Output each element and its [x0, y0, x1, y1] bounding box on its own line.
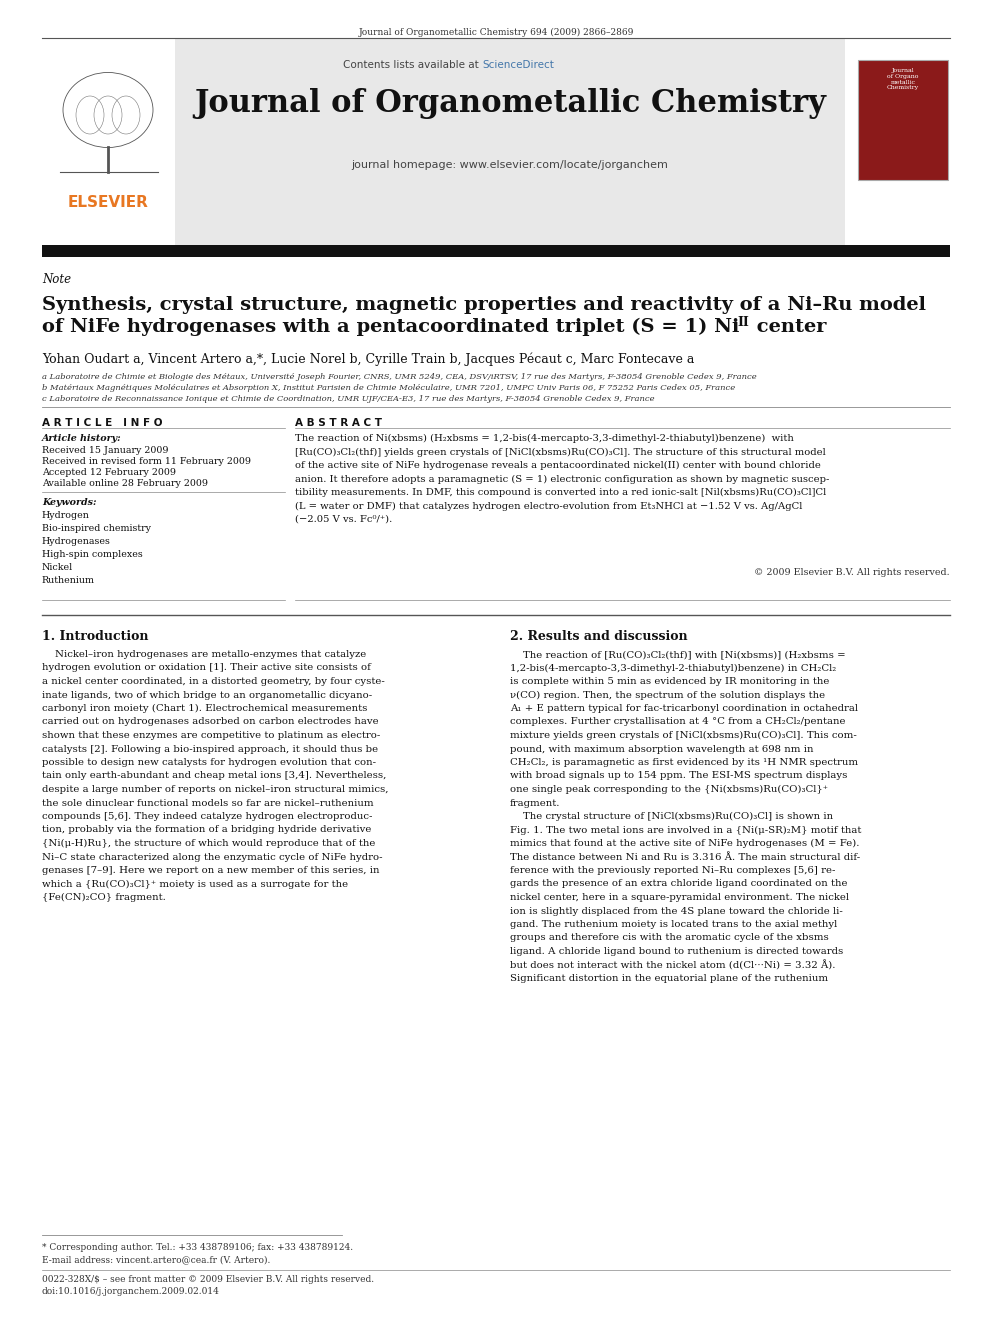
- Text: [Ru(CO)₃Cl₂(thf)] yields green crystals of [NiCl(xbsms)Ru(CO)₃Cl]. The structure: [Ru(CO)₃Cl₂(thf)] yields green crystals …: [295, 447, 825, 456]
- Text: 2. Results and discussion: 2. Results and discussion: [510, 630, 687, 643]
- Text: 1. Introduction: 1. Introduction: [42, 630, 149, 643]
- Text: Available online 28 February 2009: Available online 28 February 2009: [42, 479, 208, 488]
- Text: shown that these enzymes are competitive to platinum as electro-: shown that these enzymes are competitive…: [42, 732, 380, 740]
- Text: inate ligands, two of which bridge to an organometallic dicyano-: inate ligands, two of which bridge to an…: [42, 691, 372, 700]
- Text: groups and therefore cis with the aromatic cycle of the xbsms: groups and therefore cis with the aromat…: [510, 934, 828, 942]
- Text: ScienceDirect: ScienceDirect: [482, 60, 554, 70]
- Text: nickel center, here in a square-pyramidal environment. The nickel: nickel center, here in a square-pyramida…: [510, 893, 849, 902]
- Text: Significant distortion in the equatorial plane of the ruthenium: Significant distortion in the equatorial…: [510, 974, 828, 983]
- Text: despite a large number of reports on nickel–iron structural mimics,: despite a large number of reports on nic…: [42, 785, 389, 794]
- Text: 0022-328X/$ – see front matter © 2009 Elsevier B.V. All rights reserved.: 0022-328X/$ – see front matter © 2009 El…: [42, 1275, 374, 1285]
- Text: tain only earth-abundant and cheap metal ions [3,4]. Nevertheless,: tain only earth-abundant and cheap metal…: [42, 771, 386, 781]
- Text: Contents lists available at: Contents lists available at: [343, 60, 482, 70]
- Text: 1,2-bis(4-mercapto-3,3-dimethyl-2-thiabutyl)benzene) in CH₂Cl₂: 1,2-bis(4-mercapto-3,3-dimethyl-2-thiabu…: [510, 664, 836, 672]
- Text: compounds [5,6]. They indeed catalyze hydrogen electroproduc-: compounds [5,6]. They indeed catalyze hy…: [42, 812, 372, 822]
- Text: Bio-inspired chemistry: Bio-inspired chemistry: [42, 524, 151, 533]
- Text: pound, with maximum absorption wavelength at 698 nm in: pound, with maximum absorption wavelengt…: [510, 745, 813, 754]
- Text: is complete within 5 min as evidenced by IR monitoring in the: is complete within 5 min as evidenced by…: [510, 677, 829, 687]
- Text: carried out on hydrogenases adsorbed on carbon electrodes have: carried out on hydrogenases adsorbed on …: [42, 717, 379, 726]
- Text: possible to design new catalysts for hydrogen evolution that con-: possible to design new catalysts for hyd…: [42, 758, 376, 767]
- Text: Ruthenium: Ruthenium: [42, 576, 95, 585]
- Text: Note: Note: [42, 273, 71, 286]
- Text: The distance between Ni and Ru is 3.316 Å. The main structural dif-: The distance between Ni and Ru is 3.316 …: [510, 852, 860, 861]
- Text: complexes. Further crystallisation at 4 °C from a CH₂Cl₂/pentane: complexes. Further crystallisation at 4 …: [510, 717, 845, 726]
- Text: mimics that found at the active site of NiFe hydrogenases (M = Fe).: mimics that found at the active site of …: [510, 839, 859, 848]
- Text: Hydrogen: Hydrogen: [42, 511, 90, 520]
- Text: a Laboratoire de Chimie et Biologie des Métaux, Université Joseph Fourier, CNRS,: a Laboratoire de Chimie et Biologie des …: [42, 373, 757, 381]
- Text: Journal of Organometallic Chemistry 694 (2009) 2866–2869: Journal of Organometallic Chemistry 694 …: [358, 28, 634, 37]
- Text: one single peak corresponding to the {Ni(xbsms)Ru(CO)₃Cl}⁺: one single peak corresponding to the {Ni…: [510, 785, 828, 794]
- Text: catalysts [2]. Following a bio-inspired approach, it should thus be: catalysts [2]. Following a bio-inspired …: [42, 745, 378, 754]
- Bar: [42, 38, 175, 245]
- Text: of NiFe hydrogenases with a pentacoordinated triplet (S = 1) Ni: of NiFe hydrogenases with a pentacoordin…: [42, 318, 739, 336]
- Text: fragment.: fragment.: [510, 799, 560, 807]
- Text: Keywords:: Keywords:: [42, 497, 96, 507]
- Text: Received 15 January 2009: Received 15 January 2009: [42, 446, 169, 455]
- Text: © 2009 Elsevier B.V. All rights reserved.: © 2009 Elsevier B.V. All rights reserved…: [754, 568, 950, 577]
- Text: a nickel center coordinated, in a distorted geometry, by four cyste-: a nickel center coordinated, in a distor…: [42, 677, 385, 687]
- Text: Article history:: Article history:: [42, 434, 122, 443]
- Text: b Matériaux Magnétiques Moléculaires et Absorption X, Institut Parisien de Chimi: b Matériaux Magnétiques Moléculaires et …: [42, 384, 735, 392]
- Text: the sole dinuclear functional models so far are nickel–ruthenium: the sole dinuclear functional models so …: [42, 799, 374, 807]
- Text: The reaction of Ni(xbsms) (H₂xbsms = 1,2-bis(4-mercapto-3,3-dimethyl-2-thiabutyl: The reaction of Ni(xbsms) (H₂xbsms = 1,2…: [295, 434, 794, 443]
- Bar: [175, 38, 845, 245]
- Text: gand. The ruthenium moiety is located trans to the axial methyl: gand. The ruthenium moiety is located tr…: [510, 919, 837, 929]
- Text: The reaction of [Ru(CO)₃Cl₂(thf)] with [Ni(xbsms)] (H₂xbsms =: The reaction of [Ru(CO)₃Cl₂(thf)] with […: [510, 650, 845, 659]
- Text: A₁ + E pattern typical for fac-tricarbonyl coordination in octahedral: A₁ + E pattern typical for fac-tricarbon…: [510, 704, 858, 713]
- Text: of the active site of NiFe hydrogenase reveals a pentacoordinated nickel(II) cen: of the active site of NiFe hydrogenase r…: [295, 460, 820, 470]
- Text: Ni–C state characterized along the enzymatic cycle of NiFe hydro-: Ni–C state characterized along the enzym…: [42, 852, 383, 861]
- Text: with broad signals up to 154 ppm. The ESI-MS spectrum displays: with broad signals up to 154 ppm. The ES…: [510, 771, 847, 781]
- Text: Accepted 12 February 2009: Accepted 12 February 2009: [42, 468, 176, 478]
- Text: c Laboratoire de Reconnaissance Ionique et Chimie de Coordination, UMR UJF/CEA-E: c Laboratoire de Reconnaissance Ionique …: [42, 396, 655, 404]
- Text: Received in revised form 11 February 2009: Received in revised form 11 February 200…: [42, 456, 251, 466]
- Text: * Corresponding author. Tel.: +33 438789106; fax: +33 438789124.: * Corresponding author. Tel.: +33 438789…: [42, 1244, 353, 1252]
- Text: A B S T R A C T: A B S T R A C T: [295, 418, 382, 429]
- Text: {Ni(μ-H)Ru}, the structure of which would reproduce that of the: {Ni(μ-H)Ru}, the structure of which woul…: [42, 839, 375, 848]
- Text: tibility measurements. In DMF, this compound is converted into a red ionic-salt : tibility measurements. In DMF, this comp…: [295, 488, 826, 497]
- Text: but does not interact with the nickel atom (d(Cl···Ni) = 3.32 Å).: but does not interact with the nickel at…: [510, 960, 835, 971]
- Text: Yohan Oudart a, Vincent Artero a,*, Lucie Norel b, Cyrille Train b, Jacques Péca: Yohan Oudart a, Vincent Artero a,*, Luci…: [42, 352, 694, 365]
- Text: Journal of Organometallic Chemistry: Journal of Organometallic Chemistry: [194, 89, 826, 119]
- Text: E-mail address: vincent.artero@cea.fr (V. Artero).: E-mail address: vincent.artero@cea.fr (V…: [42, 1256, 271, 1263]
- Text: doi:10.1016/j.jorganchem.2009.02.014: doi:10.1016/j.jorganchem.2009.02.014: [42, 1287, 220, 1297]
- Text: ν(CO) region. Then, the spectrum of the solution displays the: ν(CO) region. Then, the spectrum of the …: [510, 691, 825, 700]
- Text: journal homepage: www.elsevier.com/locate/jorganchem: journal homepage: www.elsevier.com/locat…: [351, 160, 669, 169]
- Text: anion. It therefore adopts a paramagnetic (S = 1) electronic configuration as sh: anion. It therefore adopts a paramagneti…: [295, 475, 829, 484]
- Text: gards the presence of an extra chloride ligand coordinated on the: gards the presence of an extra chloride …: [510, 880, 847, 889]
- Text: genases [7–9]. Here we report on a new member of this series, in: genases [7–9]. Here we report on a new m…: [42, 867, 380, 875]
- Text: ference with the previously reported Ni–Ru complexes [5,6] re-: ference with the previously reported Ni–…: [510, 867, 835, 875]
- Text: ligand. A chloride ligand bound to ruthenium is directed towards: ligand. A chloride ligand bound to ruthe…: [510, 947, 843, 957]
- Text: The crystal structure of [NiCl(xbsms)Ru(CO)₃Cl] is shown in: The crystal structure of [NiCl(xbsms)Ru(…: [510, 812, 833, 822]
- Text: ion is slightly displaced from the 4S plane toward the chloride li-: ion is slightly displaced from the 4S pl…: [510, 906, 843, 916]
- Text: Nickel: Nickel: [42, 564, 73, 572]
- Text: Nickel–iron hydrogenases are metallo-enzymes that catalyze: Nickel–iron hydrogenases are metallo-enz…: [42, 650, 366, 659]
- Text: Journal
of Organo
metallic
Chemistry: Journal of Organo metallic Chemistry: [887, 67, 919, 90]
- Text: tion, probably via the formation of a bridging hydride derivative: tion, probably via the formation of a br…: [42, 826, 371, 835]
- Text: mixture yields green crystals of [NiCl(xbsms)Ru(CO)₃Cl]. This com-: mixture yields green crystals of [NiCl(x…: [510, 732, 857, 740]
- Bar: [42, 245, 950, 257]
- Text: center: center: [750, 318, 826, 336]
- Text: Synthesis, crystal structure, magnetic properties and reactivity of a Ni–Ru mode: Synthesis, crystal structure, magnetic p…: [42, 296, 926, 314]
- Text: hydrogen evolution or oxidation [1]. Their active site consists of: hydrogen evolution or oxidation [1]. The…: [42, 664, 371, 672]
- Bar: [858, 60, 948, 180]
- Text: {Fe(CN)₂CO} fragment.: {Fe(CN)₂CO} fragment.: [42, 893, 166, 902]
- Text: which a {Ru(CO)₃Cl}⁺ moiety is used as a surrogate for the: which a {Ru(CO)₃Cl}⁺ moiety is used as a…: [42, 880, 348, 889]
- Text: II: II: [737, 316, 749, 329]
- Text: A R T I C L E   I N F O: A R T I C L E I N F O: [42, 418, 163, 429]
- Text: Hydrogenases: Hydrogenases: [42, 537, 111, 546]
- Text: (−2.05 V vs. Fc⁰/⁺).: (−2.05 V vs. Fc⁰/⁺).: [295, 515, 392, 524]
- Text: CH₂Cl₂, is paramagnetic as first evidenced by its ¹H NMR spectrum: CH₂Cl₂, is paramagnetic as first evidenc…: [510, 758, 858, 767]
- Text: carbonyl iron moiety (Chart 1). Electrochemical measurements: carbonyl iron moiety (Chart 1). Electroc…: [42, 704, 367, 713]
- Text: ELSEVIER: ELSEVIER: [67, 194, 149, 210]
- Text: Fig. 1. The two metal ions are involved in a {Ni(μ-SR)₂M} motif that: Fig. 1. The two metal ions are involved …: [510, 826, 861, 835]
- Text: (L = water or DMF) that catalyzes hydrogen electro-evolution from Et₃NHCl at −1.: (L = water or DMF) that catalyzes hydrog…: [295, 501, 803, 511]
- Text: High-spin complexes: High-spin complexes: [42, 550, 143, 560]
